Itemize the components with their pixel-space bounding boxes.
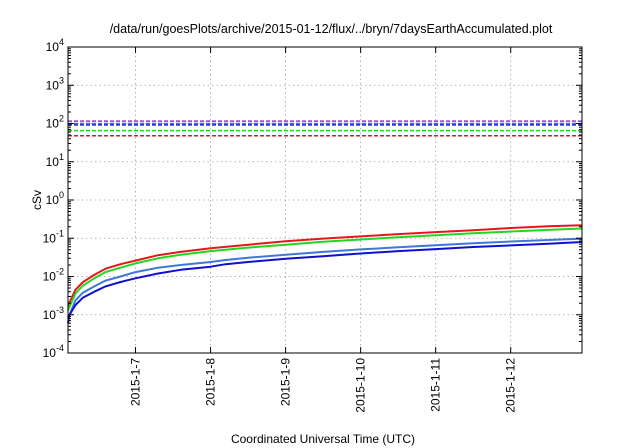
x-tick-label: 2015-1-8 — [204, 358, 218, 406]
x-axis-label: Coordinated Universal Time (UTC) — [231, 432, 415, 446]
x-tick-label: 2015-1-9 — [279, 358, 293, 406]
grid — [68, 47, 582, 353]
x-tick-label: 2015-1-7 — [129, 358, 143, 406]
series-line — [67, 237, 583, 319]
x-tick-label: 2015-1-11 — [429, 358, 443, 412]
y-tick-label: 10-3 — [43, 305, 64, 322]
chart-title: /data/run/goesPlots/archive/2015-01-12/f… — [110, 22, 553, 36]
axis-ticks — [68, 46, 582, 354]
y-tick-labels: 10-4 10-3 10-2 10-1 100 101 102 103 104 — [43, 37, 64, 360]
y-tick-label: 100 — [46, 190, 64, 207]
y-tick-label: 102 — [46, 114, 64, 131]
y-tick-label: 10-1 — [43, 228, 64, 245]
y-tick-label: 103 — [46, 75, 64, 92]
series-line — [67, 227, 583, 311]
reference-lines — [68, 120, 582, 137]
series-line — [67, 224, 583, 307]
x-tick-label: 2015-1-12 — [504, 358, 518, 413]
y-tick-label: 104 — [46, 37, 64, 54]
series-line — [67, 241, 583, 324]
x-tick-label: 2015-1-10 — [354, 358, 368, 413]
y-tick-label: 10-2 — [43, 267, 64, 284]
y-tick-label: 101 — [46, 152, 64, 169]
x-tick-labels: 2015-1-7 2015-1-8 2015-1-9 2015-1-10 2015-1-… — [129, 358, 518, 413]
series-lines — [67, 224, 583, 324]
y-tick-label: 10-4 — [43, 343, 64, 360]
y-axis-label: cSv — [30, 190, 44, 210]
